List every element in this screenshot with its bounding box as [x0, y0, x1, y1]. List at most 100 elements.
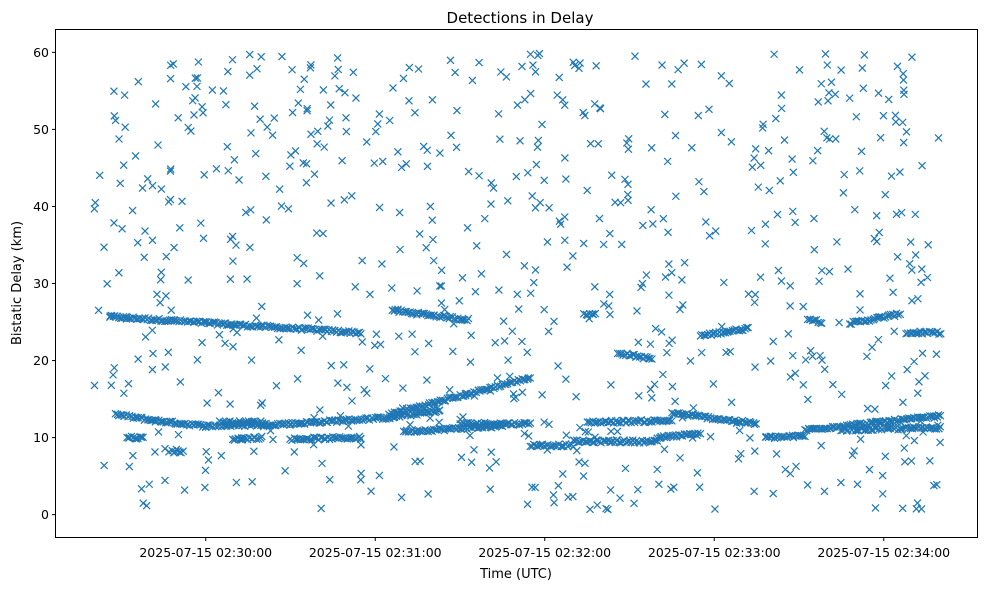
- data-point: [879, 111, 888, 120]
- data-point: [850, 446, 859, 455]
- data-point: [319, 85, 328, 94]
- data-point: [450, 393, 459, 402]
- data-point: [727, 398, 736, 407]
- data-point: [671, 192, 680, 201]
- data-point: [309, 325, 318, 333]
- data-point: [614, 418, 623, 427]
- data-point: [835, 318, 844, 327]
- data-point: [824, 96, 832, 105]
- data-point: [833, 237, 841, 246]
- data-point: [437, 299, 446, 307]
- data-point: [508, 327, 517, 336]
- data-point: [268, 131, 277, 140]
- data-point: [642, 271, 651, 279]
- data-point: [581, 427, 590, 436]
- data-point: [900, 444, 909, 453]
- data-point: [695, 483, 704, 492]
- data-point: [342, 127, 351, 136]
- data-point: [786, 281, 795, 290]
- data-point: [602, 504, 610, 513]
- data-point: [550, 317, 558, 326]
- data-point: [466, 358, 475, 366]
- data-point: [750, 487, 759, 496]
- data-point: [323, 122, 332, 130]
- data-point: [647, 393, 656, 402]
- data-point: [358, 338, 367, 346]
- data-point: [664, 228, 672, 237]
- data-point: [751, 290, 760, 299]
- data-point: [836, 478, 845, 487]
- data-point: [656, 434, 665, 442]
- data-point: [365, 364, 374, 373]
- data-point: [844, 265, 852, 274]
- data-point: [200, 483, 209, 492]
- data-point: [377, 260, 386, 268]
- data-point: [524, 373, 533, 382]
- data-point: [638, 279, 647, 288]
- data-point: [588, 438, 597, 447]
- data-point: [932, 350, 941, 359]
- data-point: [545, 203, 554, 212]
- data-point: [290, 447, 299, 456]
- data-point: [470, 392, 479, 400]
- data-point: [622, 139, 631, 147]
- data-point: [917, 278, 925, 287]
- data-point: [803, 315, 812, 324]
- data-point: [533, 143, 542, 152]
- data-point: [906, 238, 915, 246]
- data-point: [756, 161, 765, 170]
- data-point: [312, 229, 321, 237]
- data-point: [139, 499, 148, 508]
- data-point: [467, 331, 476, 340]
- data-point: [780, 136, 789, 144]
- data-point: [592, 61, 601, 70]
- data-point: [468, 76, 477, 85]
- data-point: [777, 104, 786, 113]
- data-point: [214, 388, 223, 397]
- data-point: [107, 381, 116, 390]
- data-point: [688, 434, 697, 442]
- data-point: [616, 494, 624, 503]
- data-point: [680, 258, 689, 267]
- data-point: [606, 486, 615, 494]
- data-point: [913, 294, 922, 303]
- data-point: [257, 52, 266, 61]
- data-point: [917, 265, 926, 273]
- data-point: [711, 505, 719, 513]
- data-point: [385, 116, 394, 125]
- data-point: [406, 420, 415, 429]
- data-point: [936, 438, 945, 447]
- data-point: [891, 117, 900, 126]
- data-point: [294, 99, 303, 107]
- data-point: [816, 318, 825, 327]
- data-point: [562, 375, 570, 384]
- data-point: [237, 433, 246, 442]
- data-point: [103, 279, 112, 288]
- data-point: [647, 143, 656, 152]
- data-point: [705, 105, 713, 114]
- data-point: [414, 65, 423, 73]
- data-point: [131, 434, 140, 443]
- data-point: [910, 436, 919, 445]
- data-point: [526, 374, 535, 382]
- data-point: [193, 420, 202, 429]
- data-point: [664, 260, 673, 268]
- data-point: [424, 339, 433, 348]
- data-point: [531, 483, 540, 492]
- data-point: [660, 110, 669, 119]
- data-point: [748, 163, 757, 172]
- data-point: [820, 365, 829, 374]
- data-point: [898, 423, 907, 432]
- data-point: [572, 392, 581, 401]
- data-point: [284, 204, 293, 213]
- data-point: [777, 91, 786, 99]
- data-point: [754, 183, 763, 192]
- data-point: [543, 237, 552, 246]
- data-point: [297, 346, 306, 355]
- data-point: [535, 49, 544, 58]
- data-point: [870, 405, 879, 414]
- data-point: [624, 134, 633, 143]
- data-point: [215, 330, 224, 339]
- data-point: [893, 416, 902, 425]
- data-point: [259, 422, 268, 431]
